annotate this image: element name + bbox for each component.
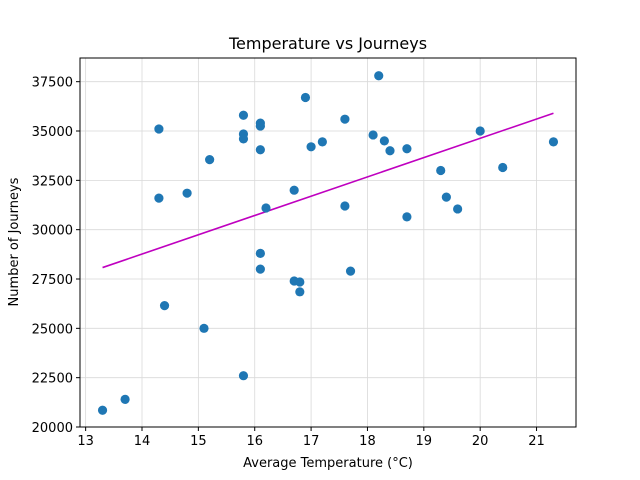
data-point bbox=[261, 203, 271, 213]
x-tick-label: 15 bbox=[190, 434, 207, 449]
y-tick-label: 30000 bbox=[32, 224, 73, 239]
data-point bbox=[295, 277, 305, 287]
trend-line bbox=[102, 112, 554, 269]
y-tick-label: 25000 bbox=[32, 322, 73, 337]
data-point bbox=[255, 264, 265, 274]
data-point bbox=[289, 185, 299, 195]
grid-layer bbox=[80, 58, 576, 428]
y-tick-label: 27500 bbox=[32, 273, 73, 288]
data-point bbox=[205, 155, 215, 165]
x-tick-label: 13 bbox=[77, 434, 94, 449]
x-axis-label: Average Temperature (°C) bbox=[243, 456, 413, 471]
data-point bbox=[300, 92, 311, 103]
x-tick-label: 16 bbox=[246, 434, 263, 449]
data-point bbox=[154, 124, 164, 134]
data-point bbox=[255, 121, 265, 131]
data-point bbox=[402, 144, 412, 154]
chart-title: Temperature vs Journeys bbox=[228, 34, 427, 53]
data-point bbox=[238, 134, 249, 144]
data-point bbox=[385, 146, 395, 156]
data-point bbox=[402, 212, 412, 222]
y-axis-label: Number of Journeys bbox=[7, 177, 22, 306]
data-point bbox=[154, 193, 164, 203]
points-layer bbox=[97, 71, 559, 415]
data-point bbox=[159, 301, 170, 311]
data-point bbox=[238, 110, 249, 120]
data-point bbox=[548, 137, 559, 147]
data-point bbox=[374, 71, 384, 81]
y-tick-label: 32500 bbox=[32, 174, 73, 189]
data-point bbox=[436, 165, 446, 176]
y-axis-ticks: 20000 22500 25000 27500 30000 32500 35000 37500 bbox=[32, 76, 80, 436]
y-tick-label: 37500 bbox=[32, 76, 73, 91]
data-point bbox=[317, 137, 327, 147]
x-tick-label: 21 bbox=[528, 434, 545, 449]
x-axis-ticks: 13 14 15 16 17 18 19 20 21 bbox=[77, 427, 545, 449]
data-point bbox=[368, 130, 378, 140]
y-tick-label: 35000 bbox=[32, 125, 73, 140]
data-point bbox=[255, 248, 265, 258]
data-point bbox=[255, 145, 265, 155]
trend-layer bbox=[102, 112, 554, 269]
data-point bbox=[97, 405, 108, 415]
x-tick-label: 20 bbox=[472, 434, 489, 449]
x-tick-label: 19 bbox=[416, 434, 433, 449]
data-point bbox=[345, 266, 356, 276]
plot-frame bbox=[79, 57, 577, 428]
data-point bbox=[379, 136, 389, 146]
y-tick-label: 20000 bbox=[32, 421, 73, 436]
data-point bbox=[199, 323, 209, 333]
data-point bbox=[182, 188, 192, 198]
data-point bbox=[120, 394, 130, 404]
data-point bbox=[238, 371, 249, 381]
data-point bbox=[306, 142, 316, 152]
x-tick-label: 14 bbox=[134, 434, 151, 449]
data-point bbox=[453, 204, 463, 214]
data-point bbox=[340, 201, 350, 211]
x-tick-label: 18 bbox=[359, 434, 376, 449]
data-point bbox=[441, 192, 451, 202]
data-point bbox=[498, 162, 508, 173]
data-point bbox=[475, 126, 485, 136]
data-point bbox=[295, 287, 305, 297]
x-tick-label: 17 bbox=[303, 434, 320, 449]
data-point bbox=[340, 114, 350, 124]
y-tick-label: 22500 bbox=[32, 372, 73, 387]
